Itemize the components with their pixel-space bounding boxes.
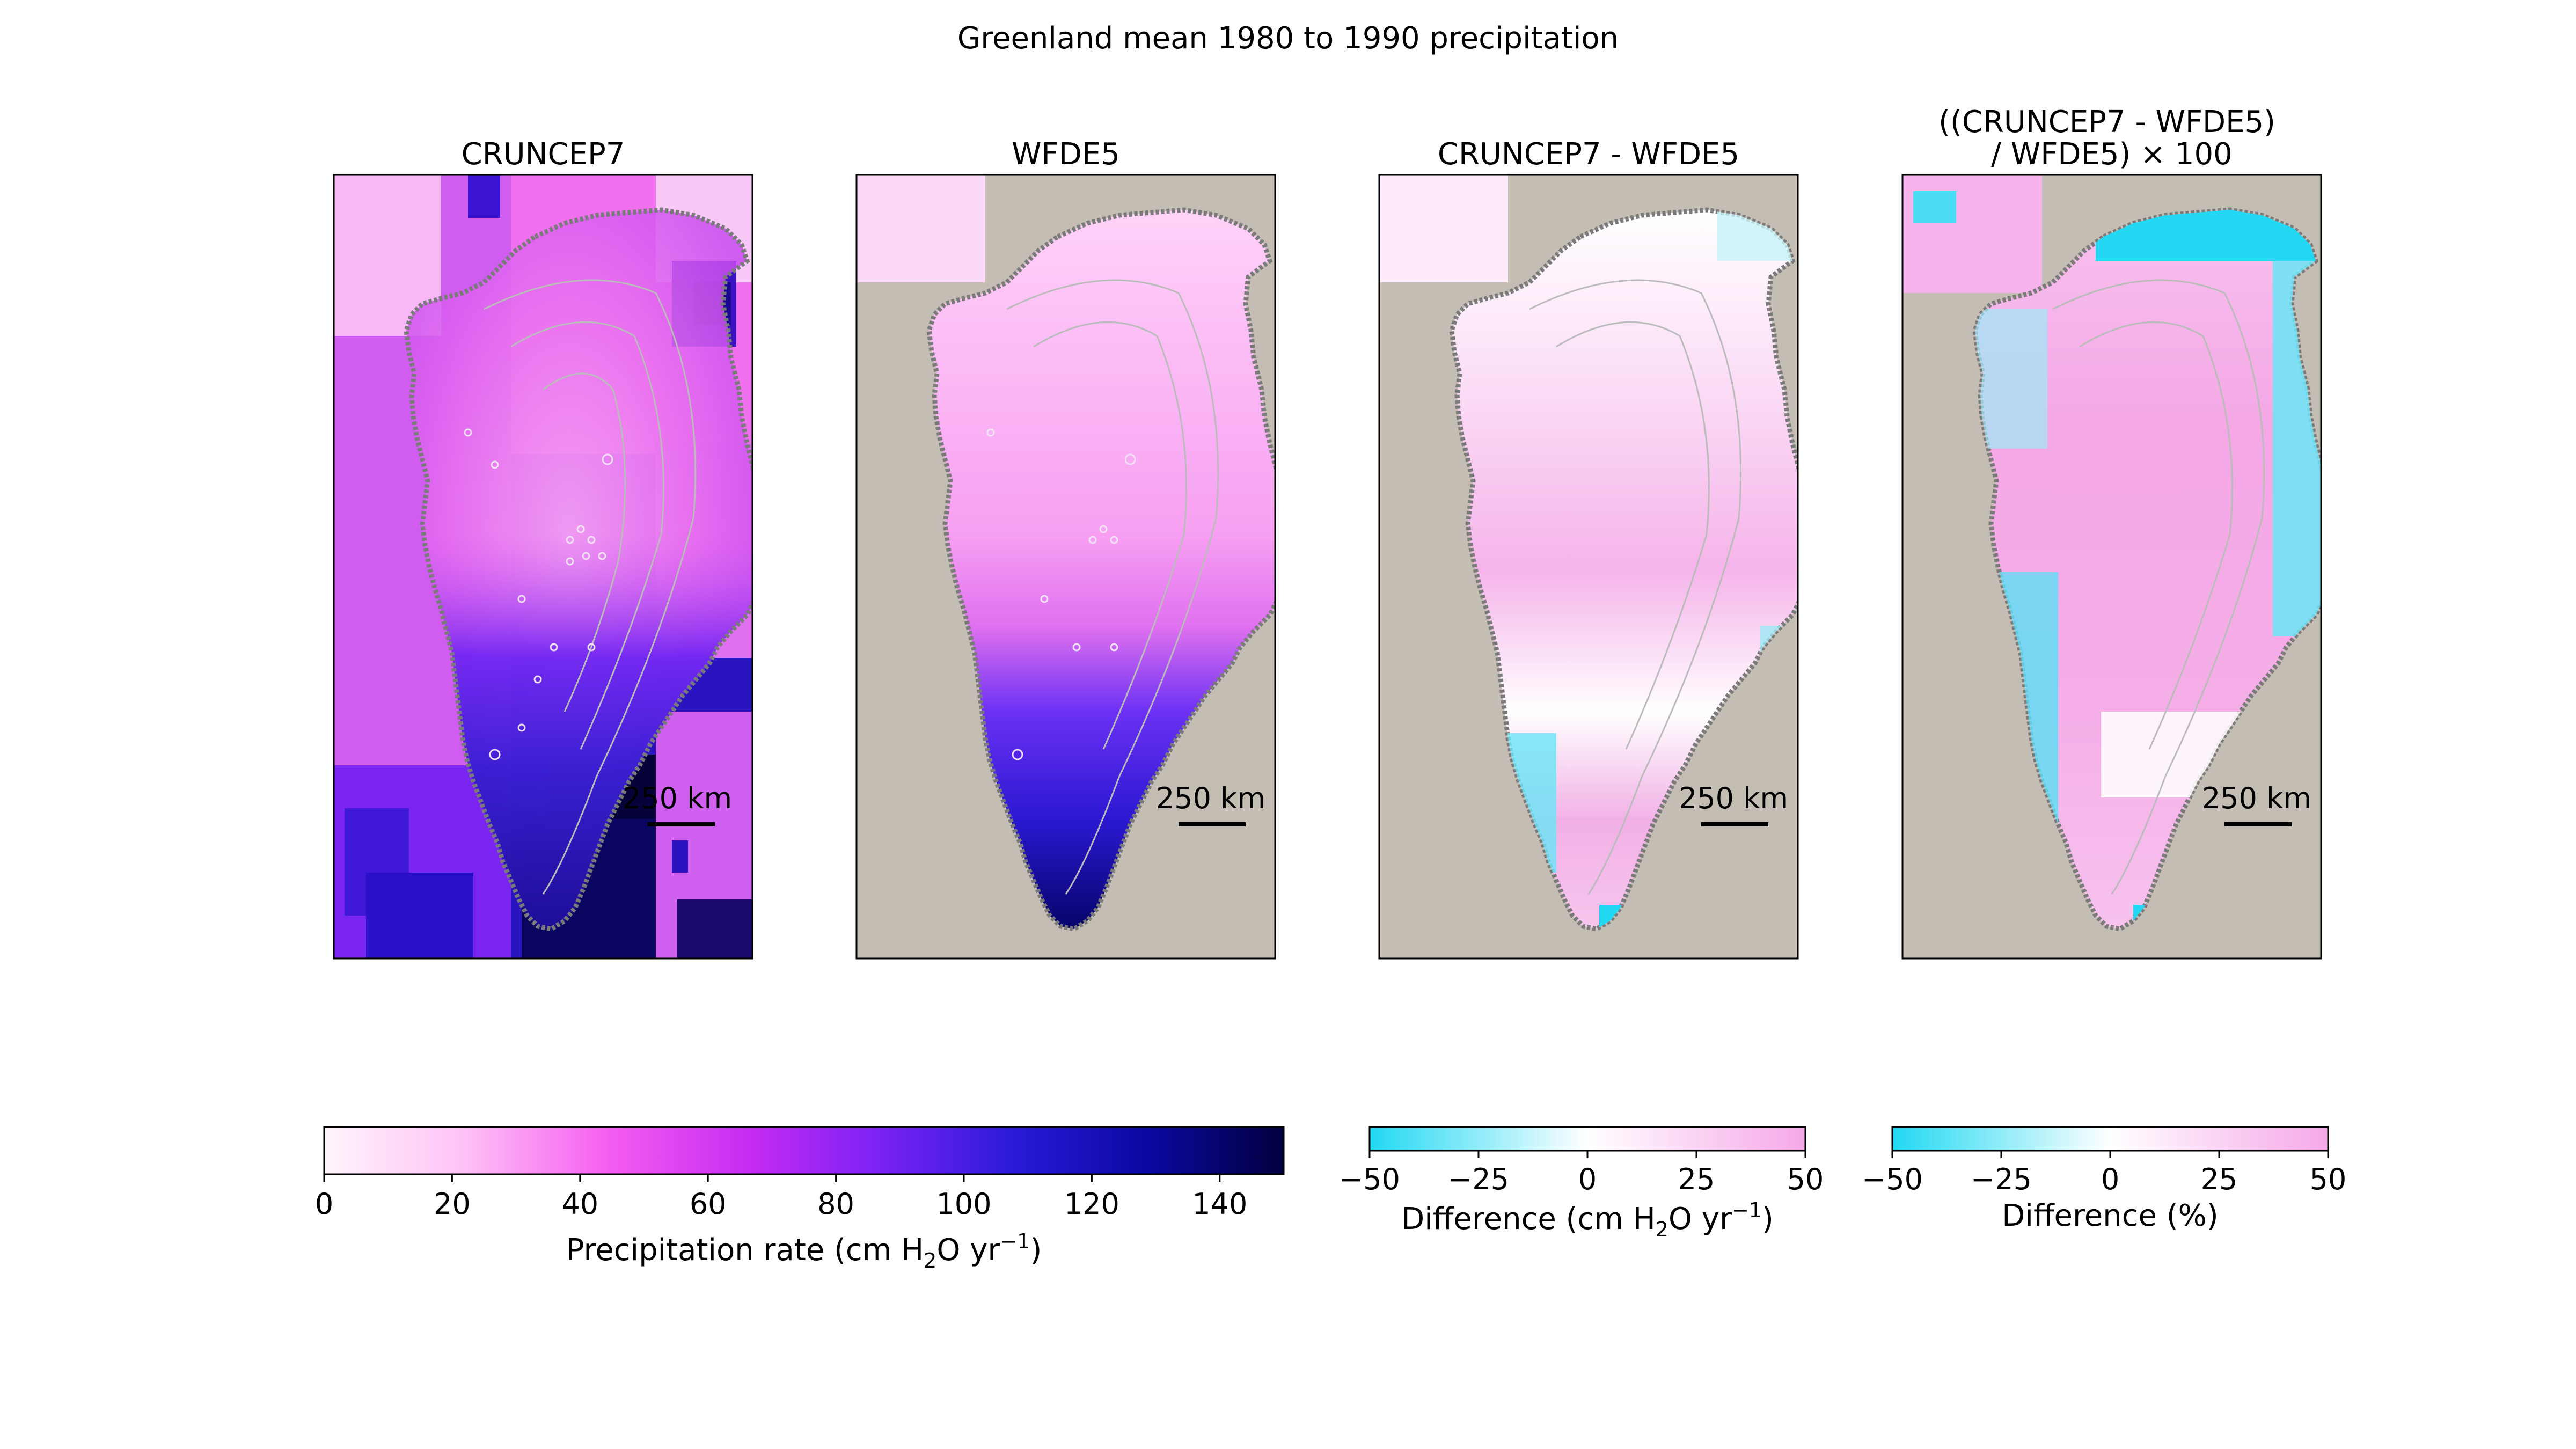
colorbar-tick-label: −25 xyxy=(1971,1162,2032,1196)
colorbar-tick-label: 140 xyxy=(1192,1187,1247,1221)
colorbar-tick-label: 40 xyxy=(561,1187,598,1221)
scale-bar-label: 250 km xyxy=(1679,781,1788,815)
colorbar-tick-label: 25 xyxy=(2201,1162,2238,1196)
panel-title: CRUNCEP7 xyxy=(462,137,625,172)
colorbar-tick-label: 0 xyxy=(2101,1162,2119,1196)
colorbar-label: Difference (cm H2O yr−1) xyxy=(1401,1198,1774,1241)
map-panel-difference: CRUNCEP7 - WFDE5 250 km xyxy=(1378,137,1799,960)
map-panel-cruncep7: CRUNCEP7 xyxy=(333,137,753,960)
colorbar-precipitation: 0 20 40 60 80 100 120 140 Precipitation rate (c… xyxy=(315,1126,1285,1272)
colorbar-tick-label: 25 xyxy=(1678,1162,1715,1196)
panel-title: WFDE5 xyxy=(1012,137,1120,172)
colorbar-tick-label: −50 xyxy=(1339,1162,1400,1196)
colorbar-ticks: −50 −25 0 25 50 xyxy=(1862,1151,2346,1196)
colorbar-label: Precipitation rate (cm H2O yr−1) xyxy=(566,1230,1042,1272)
colorbar-tick-label: 80 xyxy=(817,1187,854,1221)
colorbar-tick-label: 0 xyxy=(1578,1162,1597,1196)
colorbar-tick-label: 60 xyxy=(690,1187,727,1221)
colorbar-tick-label: 120 xyxy=(1064,1187,1119,1221)
colorbar-tick-label: 20 xyxy=(434,1187,471,1221)
panel-title: ((CRUNCEP7 - WFDE5) / WFDE5) × 100 xyxy=(1938,105,2285,172)
colorbar-ticks: −50 −25 0 25 50 xyxy=(1339,1151,1824,1196)
scale-bar-label: 250 km xyxy=(623,781,732,815)
figure-title: Greenland mean 1980 to 1990 precipitatio… xyxy=(957,21,1619,56)
station-markers xyxy=(986,428,1136,760)
colorbar-ticks: 0 20 40 60 80 100 120 140 xyxy=(315,1174,1247,1221)
colorbar-tick-label: 100 xyxy=(936,1187,991,1221)
colorbar-difference: −50 −25 0 25 50 Difference (cm H2O yr−1) xyxy=(1339,1126,1824,1241)
precipitation-field xyxy=(334,175,752,958)
colorbar-tick-label: 0 xyxy=(315,1187,333,1221)
colorbar-tick-label: −50 xyxy=(1862,1162,1923,1196)
colorbar-tick-label: 50 xyxy=(1787,1162,1824,1196)
panel-title: CRUNCEP7 - WFDE5 xyxy=(1438,137,1739,172)
map-panel-percent-difference: ((CRUNCEP7 - WFDE5) / WFDE5) × 100 xyxy=(1901,105,2322,960)
colorbar-percent-difference: −50 −25 0 25 50 Difference (%) xyxy=(1862,1126,2346,1233)
map-panel-wfde5: WFDE5 250 km xyxy=(855,137,1276,960)
colorbar-label: Difference (%) xyxy=(2002,1198,2218,1233)
station-markers xyxy=(464,428,613,760)
colorbar-tick-label: −25 xyxy=(1448,1162,1509,1196)
colorbar-tick-label: 50 xyxy=(2310,1162,2347,1196)
scale-bar-label: 250 km xyxy=(1156,781,1265,815)
scale-bar-label: 250 km xyxy=(2202,781,2311,815)
